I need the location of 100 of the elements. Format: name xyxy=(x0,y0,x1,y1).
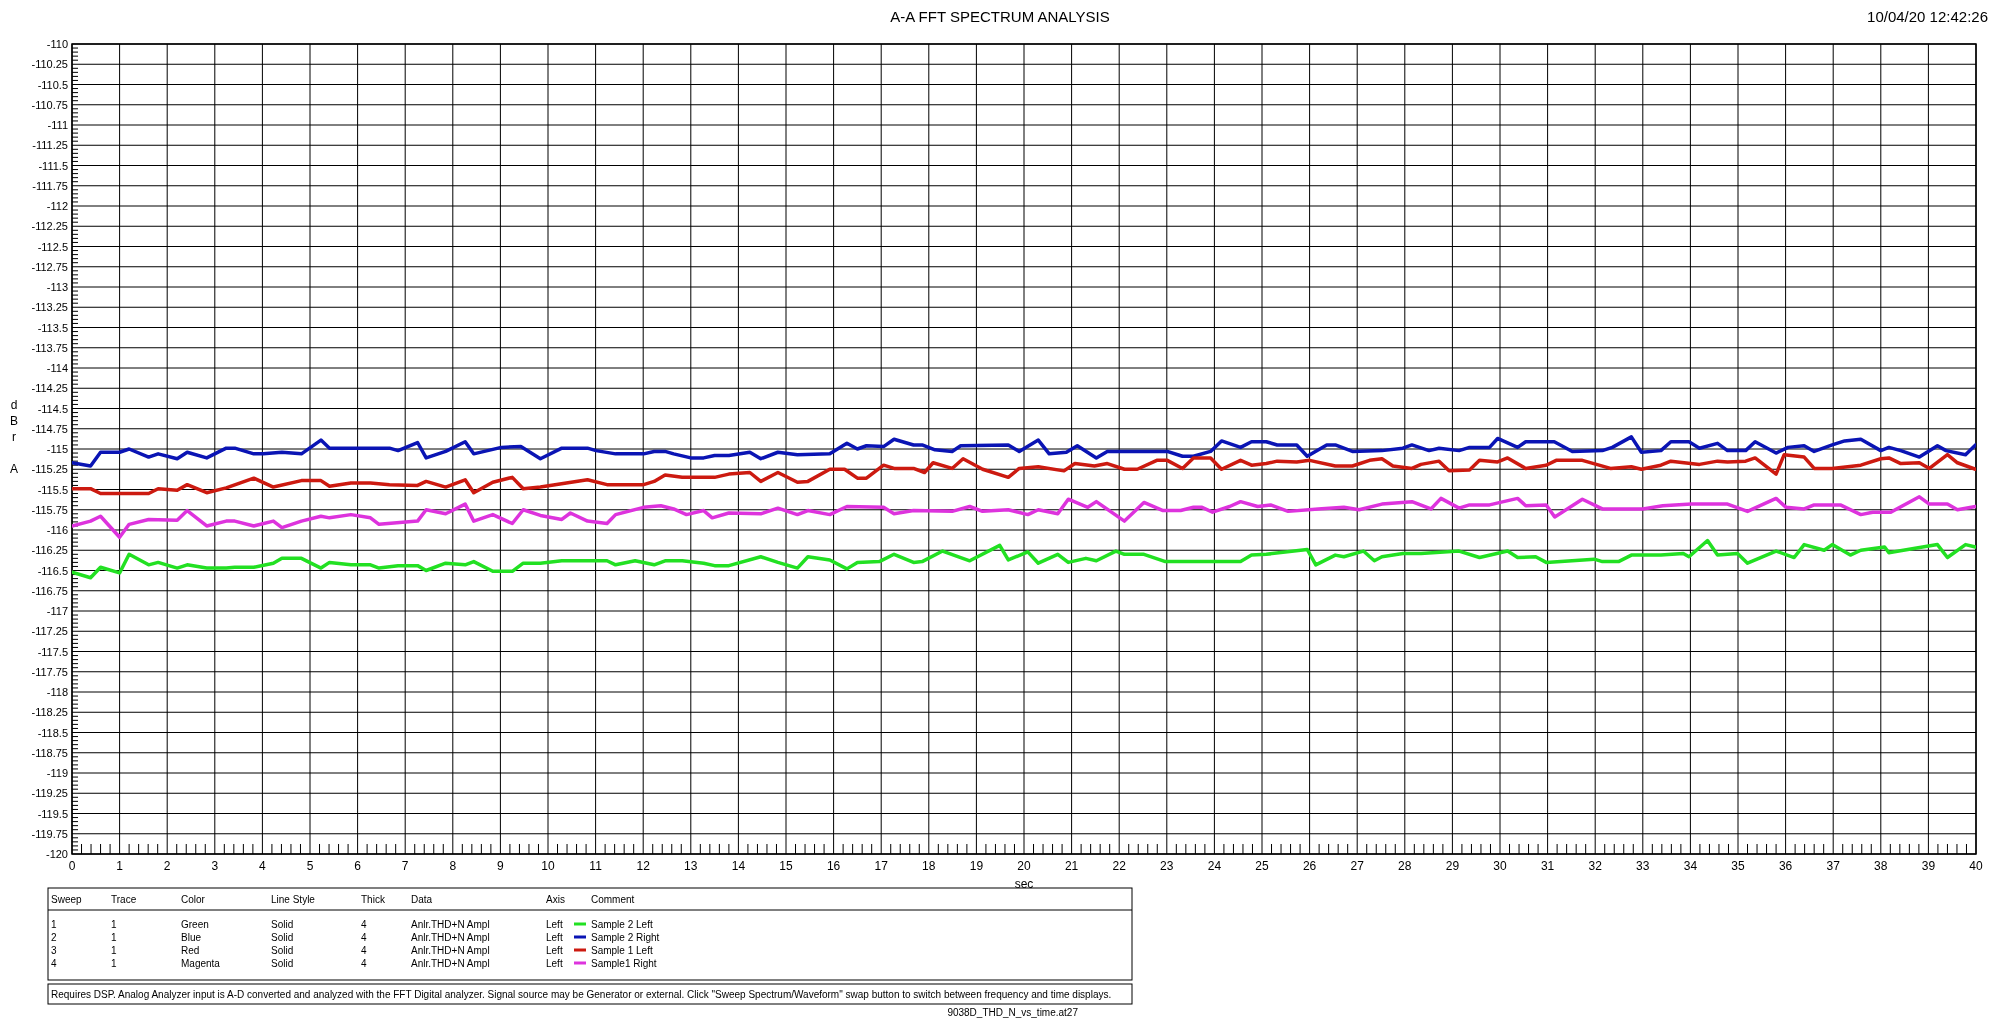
text: Anlr.THD+N Ampl xyxy=(411,919,490,930)
text: Axis xyxy=(546,894,565,905)
y-tick-label: -120 xyxy=(45,848,68,860)
x-tick-label: 17 xyxy=(874,859,889,873)
line-series xyxy=(72,452,1976,496)
y-tick-label: -117 xyxy=(46,605,68,617)
y-tick-label: -111 xyxy=(47,119,68,131)
y-tick-label: -110.75 xyxy=(31,98,68,111)
line-series xyxy=(72,495,1976,540)
x-tick-label: 23 xyxy=(1160,859,1174,873)
x-tick-label: 33 xyxy=(1636,859,1650,873)
x-tick-label: 22 xyxy=(1112,859,1127,873)
y-tick-label: -112 xyxy=(46,200,68,212)
line-series xyxy=(72,538,1976,580)
text: Left xyxy=(546,958,563,969)
x-tick-label: 16 xyxy=(826,859,841,873)
text: Requires DSP. Analog Analyzer input is A-D converted and analyzed with the FFT Digital analyzer. Signal source may be Generator or external. Click "Sweep Spectrum/Waveform" swap button to switch between frequency and time displays. xyxy=(51,989,1112,1000)
y-tick-label: -117.25 xyxy=(31,625,68,638)
y-tick-label: -112.25 xyxy=(31,220,68,233)
text: Left xyxy=(546,945,563,956)
x-tick-label: 27 xyxy=(1350,859,1365,873)
chart-title: A-A FFT SPECTRUM ANALYSIS xyxy=(890,8,1110,25)
y-tick-label: -113.25 xyxy=(31,301,68,314)
text: Solid xyxy=(271,919,294,930)
y-tick-label: -118 xyxy=(46,686,68,698)
text: Left xyxy=(546,932,563,943)
x-tick-label: 19 xyxy=(969,859,984,873)
y-tick-label: -111.5 xyxy=(38,159,68,172)
x-tick-label: 38 xyxy=(1874,859,1888,873)
y-tick-label: -119.25 xyxy=(31,787,68,800)
y-tick-label: -116.25 xyxy=(31,544,68,557)
y-tick-label: -113.5 xyxy=(37,321,68,334)
text: 1 xyxy=(111,958,117,969)
y-tick-label: -114.5 xyxy=(37,402,68,415)
y-tick-label: -115 xyxy=(46,443,68,455)
text: 3 xyxy=(51,945,57,956)
y-tick-label: -112.75 xyxy=(31,260,68,273)
y-tick-label: -115.5 xyxy=(37,483,68,496)
x-tick-label: 7 xyxy=(401,859,409,873)
x-tick-label: 36 xyxy=(1778,859,1793,873)
x-tick-label: 1 xyxy=(116,859,124,873)
x-tick-label: 20 xyxy=(1017,859,1031,873)
y-tick-label: -115.25 xyxy=(31,463,68,476)
text: Magenta xyxy=(181,958,221,969)
x-tick-label: 14 xyxy=(731,859,746,873)
x-tick-label: 0 xyxy=(68,859,76,873)
y-tick-label: -118.75 xyxy=(31,746,68,759)
text: 4 xyxy=(361,958,367,969)
text: Data xyxy=(411,894,433,905)
x-tick-label: 5 xyxy=(306,859,314,873)
y-tick-label: -114 xyxy=(46,362,68,374)
x-tick-label: 26 xyxy=(1302,859,1317,873)
x-tick-label: 37 xyxy=(1826,859,1841,873)
x-tick-label: 30 xyxy=(1493,859,1507,873)
y-tick-label: -117.5 xyxy=(37,645,68,658)
text: Anlr.THD+N Ampl xyxy=(411,945,490,956)
y-tick-label: -112.5 xyxy=(37,240,68,253)
y-tick-label: -119.75 xyxy=(31,827,68,840)
x-axis-title: sec xyxy=(1014,877,1034,891)
text: Color xyxy=(181,894,206,905)
text: Thick xyxy=(361,894,386,905)
text: Anlr.THD+N Ampl xyxy=(411,932,490,943)
y-tick-label: -113 xyxy=(46,281,68,293)
legend-label: Sample 1 Left xyxy=(591,945,653,956)
legend-label: Sample 2 Right xyxy=(591,932,660,943)
x-tick-label: 32 xyxy=(1588,859,1603,873)
x-tick-label: 29 xyxy=(1445,859,1460,873)
legend-label: Sample1 Right xyxy=(591,958,657,969)
text: 1 xyxy=(51,919,57,930)
text: 2 xyxy=(51,932,57,943)
y-tick-label: -111.75 xyxy=(32,179,68,192)
x-tick-label: 25 xyxy=(1255,859,1269,873)
text: 1 xyxy=(111,919,117,930)
line-series xyxy=(72,435,1976,468)
x-tick-label: 31 xyxy=(1540,859,1555,873)
chart-subtitle: 10/04/20 12:42:26 xyxy=(1867,8,1988,25)
x-tick-label: 24 xyxy=(1207,859,1222,873)
x-tick-label: 39 xyxy=(1921,859,1936,873)
y-tick-label: -114.75 xyxy=(31,422,68,435)
y-tick-label: -110 xyxy=(46,38,68,50)
legend-label: Sample 2 Left xyxy=(591,919,653,930)
text: Left xyxy=(546,919,563,930)
y-tick-label: -115.75 xyxy=(31,503,68,516)
x-tick-label: 11 xyxy=(589,859,603,873)
x-tick-label: 18 xyxy=(922,859,936,873)
x-tick-label: 28 xyxy=(1398,859,1412,873)
x-tick-label: 13 xyxy=(684,859,698,873)
y-tick-label: -118.5 xyxy=(37,726,68,739)
text: 4 xyxy=(361,945,367,956)
x-tick-label: 10 xyxy=(541,859,555,873)
text: 1 xyxy=(111,945,117,956)
y-tick-label: -116 xyxy=(46,524,68,536)
x-tick-label: 15 xyxy=(779,859,793,873)
x-tick-label: 12 xyxy=(636,859,651,873)
y-tick-label: -111.25 xyxy=(32,139,68,152)
text: dBr A xyxy=(9,398,19,476)
x-tick-label: 2 xyxy=(163,859,171,873)
y-tick-label: -110.25 xyxy=(31,58,68,71)
x-tick-label: 3 xyxy=(211,859,219,873)
y-tick-label: -110.5 xyxy=(37,78,68,91)
